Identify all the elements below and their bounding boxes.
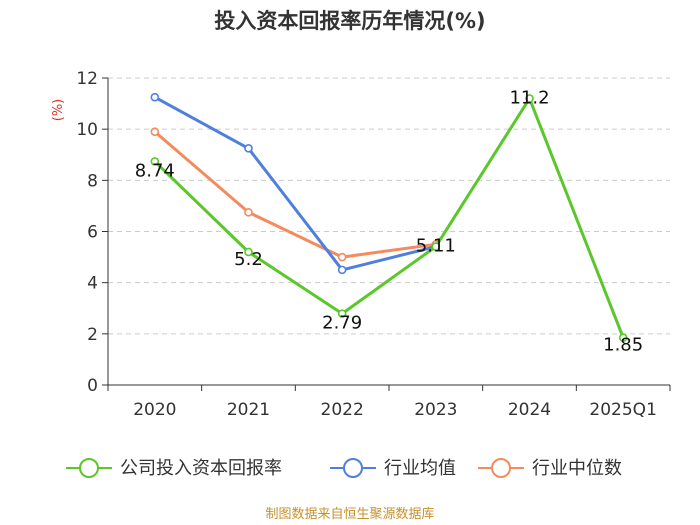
series-point-0[interactable] <box>618 333 628 342</box>
series-point-0[interactable] <box>150 157 160 166</box>
x-tick-label-2021: 2021 <box>227 400 270 420</box>
series-point-1[interactable] <box>244 144 253 153</box>
data-label: 8.74 <box>135 160 175 181</box>
data-label: 1.85 <box>603 335 643 356</box>
series-line-0 <box>153 97 625 339</box>
y-tick-label: 12 <box>76 69 98 89</box>
legend-item-2[interactable]: 行业中位数 <box>478 458 622 479</box>
x-tick-label-2020: 2020 <box>133 400 176 420</box>
legend-swatch-marker <box>79 458 99 478</box>
data-source-note: 制图数据来自恒生聚源数据库 <box>265 506 434 522</box>
series-line-2 <box>153 130 437 259</box>
y-tick-label: 8 <box>87 171 98 191</box>
series-point-2[interactable] <box>337 252 347 262</box>
series-line-1 <box>154 95 437 272</box>
series-point-2[interactable] <box>244 208 253 217</box>
x-tick-label-2022: 2022 <box>321 400 364 420</box>
axes: 0 2 4 6 8 10 12 2020 2021 2022 2023 2024 2025Q1 <box>76 69 671 420</box>
y-tick-label: 2 <box>87 325 98 345</box>
legend-item-0[interactable]: 公司投入资本回报率 <box>66 458 282 479</box>
data-label: 11.2 <box>509 87 549 108</box>
x-tick-label-2024: 2024 <box>508 400 551 420</box>
legend-swatch-marker <box>491 458 511 478</box>
legend-label: 行业均值 <box>384 458 456 479</box>
series-point-0[interactable] <box>525 94 534 103</box>
x-tick-label-2025Q1: 2025Q1 <box>589 400 656 420</box>
series-layer <box>150 92 628 342</box>
series-point-0[interactable] <box>337 309 347 318</box>
data-label: 5.2 <box>234 249 263 270</box>
data-label: 5.11 <box>416 236 456 257</box>
legend[interactable]: 公司投入资本回报率 行业均值 行业中位数 <box>66 458 622 479</box>
series-point-0[interactable] <box>244 247 253 257</box>
y-axis-unit: (%) <box>51 99 66 122</box>
data-labels: 8.74 5.2 2.79 5.11 11.2 1.85 <box>135 87 643 355</box>
y-tick-label: 6 <box>87 223 98 243</box>
legend-item-1[interactable]: 行业均值 <box>330 458 456 479</box>
y-tick-label: 4 <box>87 274 98 294</box>
legend-label: 公司投入资本回报率 <box>120 458 282 479</box>
legend-swatch-marker <box>343 458 363 478</box>
y-tick-label: 10 <box>76 120 98 140</box>
gridlines <box>108 77 670 335</box>
series-point-1[interactable] <box>337 265 347 275</box>
series-point-2[interactable] <box>150 127 160 137</box>
x-tick-label-2023: 2023 <box>414 400 457 420</box>
series-point-0[interactable] <box>431 242 441 251</box>
y-tick-label: 0 <box>87 376 98 396</box>
data-label: 2.79 <box>322 313 362 334</box>
legend-label: 行业中位数 <box>532 458 622 479</box>
chart-title: 投入资本回报率历年情况(%) <box>214 9 485 33</box>
series-point-1[interactable] <box>150 92 160 102</box>
